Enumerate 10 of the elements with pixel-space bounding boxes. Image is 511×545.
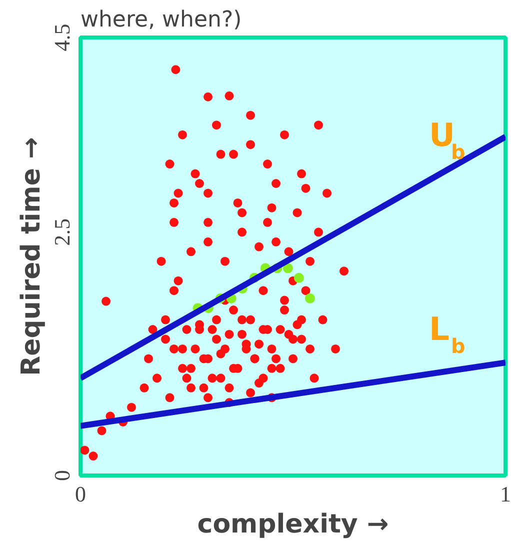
y-tick-label: 4.5 <box>50 24 74 52</box>
y-tick-label: 0 <box>50 470 74 481</box>
chart-title: where, when?) <box>80 8 242 32</box>
x-tick-label: 1 <box>500 482 511 506</box>
y-axis-title: Required time → <box>16 137 46 376</box>
point <box>282 263 293 274</box>
point <box>305 293 315 304</box>
y-tick-label: 2.5 <box>50 218 74 246</box>
x-axis-title: complexity → <box>197 510 389 540</box>
point <box>294 272 304 283</box>
